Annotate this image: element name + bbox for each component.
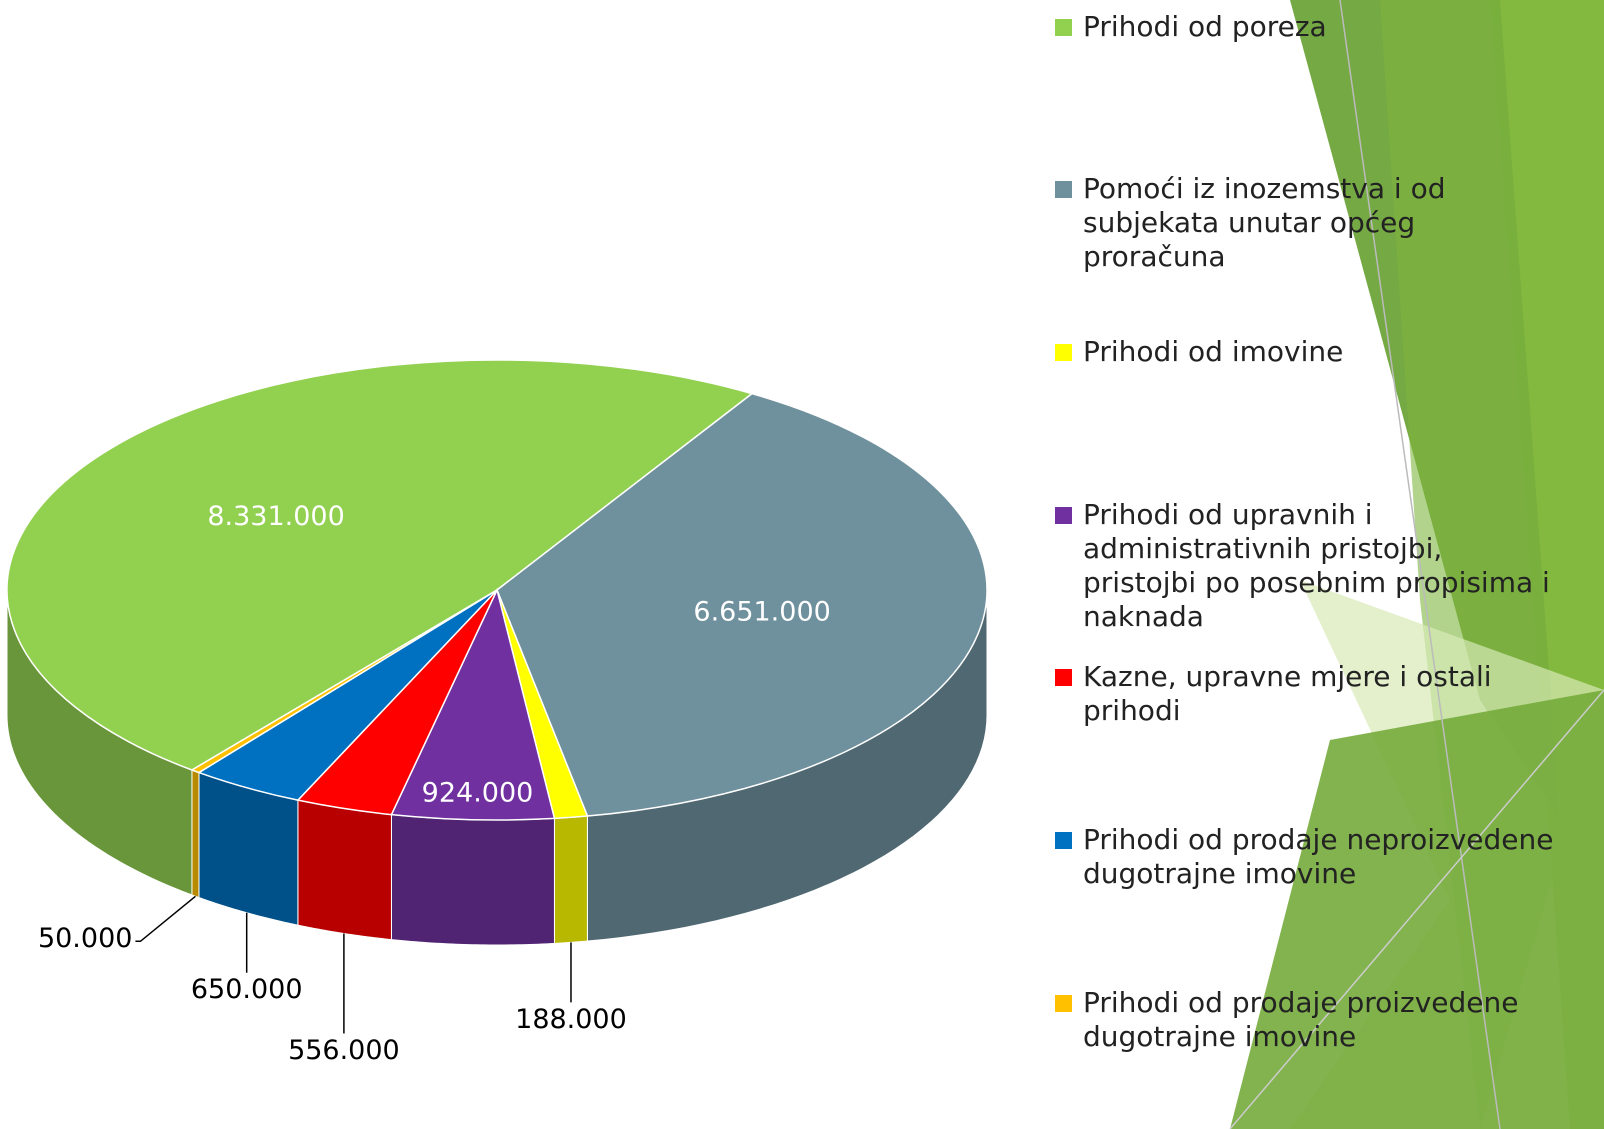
legend-item: Prihodi od imovine: [1055, 335, 1563, 369]
legend-swatch: [1055, 507, 1072, 524]
legend-item: Prihodi od poreza: [1055, 10, 1563, 44]
legend-label: Prihodi od prodaje neproizvedene dugotra…: [1083, 823, 1553, 890]
legend-item: Prihodi od upravnih i administrativnih p…: [1055, 498, 1563, 634]
legend-swatch: [1055, 344, 1072, 361]
slice-side: [192, 770, 199, 898]
data-label: 6.651.000: [693, 596, 830, 627]
slide: 8.331.000 6.651.000 188.000 924.000 556.000 6…: [0, 0, 1604, 1129]
legend-label: Kazne, upravne mjere i ostali prihodi: [1083, 660, 1492, 727]
legend-swatch: [1055, 995, 1072, 1012]
data-label: 556.000: [288, 1035, 400, 1066]
slice-side: [554, 816, 587, 943]
legend-label: Prihodi od imovine: [1083, 335, 1343, 368]
legend-swatch: [1055, 181, 1072, 198]
legend-label: Prihodi od upravnih i administrativnih p…: [1083, 498, 1550, 633]
data-label: 188.000: [515, 1004, 627, 1035]
data-label: 650.000: [191, 974, 303, 1005]
legend-swatch: [1055, 19, 1072, 36]
slice-side: [298, 800, 392, 939]
legend-swatch: [1055, 832, 1072, 849]
legend-item: Prihodi od prodaje proizvedene dugotrajn…: [1055, 986, 1563, 1054]
legend-item: Pomoći iz inozemstva i od subjekata unut…: [1055, 172, 1563, 274]
legend-swatch: [1055, 669, 1072, 686]
legend-label: Prihodi od prodaje proizvedene dugotrajn…: [1083, 986, 1519, 1053]
legend-item: Prihodi od prodaje neproizvedene dugotra…: [1055, 823, 1563, 891]
data-label: 50.000: [38, 923, 132, 954]
legend-item: Kazne, upravne mjere i ostali prihodi: [1055, 660, 1563, 728]
leader-line: [135, 896, 195, 941]
legend-label: Pomoći iz inozemstva i od subjekata unut…: [1083, 172, 1446, 273]
data-label: 8.331.000: [207, 501, 344, 532]
slice-side: [391, 815, 554, 945]
data-label: 924.000: [422, 777, 534, 808]
legend-label: Prihodi od poreza: [1083, 10, 1327, 43]
